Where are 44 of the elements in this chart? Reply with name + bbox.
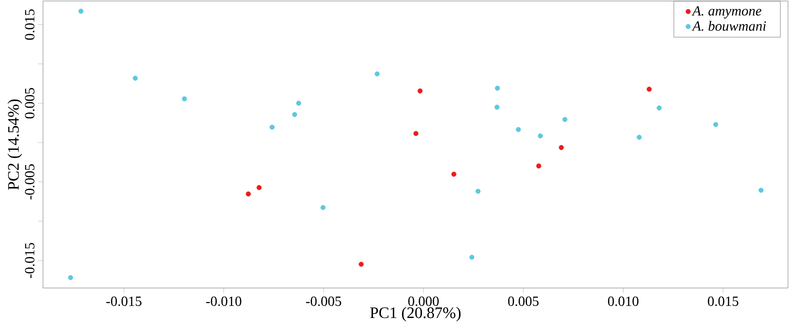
point (296, 100, 302, 106)
y-tick-label: -0.005 (24, 164, 34, 200)
point (758, 188, 764, 193)
point (562, 116, 568, 122)
legend-label: A. bouwmani (692, 20, 766, 31)
point (494, 86, 500, 91)
point (516, 127, 521, 132)
x-tick-label: 0.005 (508, 296, 539, 306)
y-tick-label: -0.015 (24, 242, 34, 278)
point (256, 185, 262, 190)
point (469, 254, 474, 260)
point (270, 124, 275, 130)
point (494, 104, 500, 110)
point (476, 188, 481, 194)
legend-label: A. amymone (692, 6, 762, 18)
point (538, 133, 543, 138)
point (374, 71, 380, 76)
point (646, 86, 652, 92)
x-tick-label: 0.015 (708, 296, 738, 306)
point (413, 130, 418, 136)
point (292, 112, 298, 118)
x-tick-label: -0.005 (306, 296, 342, 306)
point (182, 96, 187, 102)
point (320, 205, 326, 210)
x-tick-label: -0.015 (106, 296, 142, 306)
x-axis-title: PC1 (20.87%) (370, 306, 461, 322)
y-axis-title: PC2 (14.54%) (8, 99, 22, 190)
point (246, 191, 251, 196)
point (558, 145, 564, 150)
point (358, 262, 364, 267)
point (656, 105, 662, 110)
point (713, 122, 718, 128)
point (536, 163, 542, 168)
x-tick-label: 0.010 (608, 296, 638, 306)
point (68, 275, 74, 280)
point (418, 88, 423, 94)
point (451, 172, 456, 177)
point (636, 134, 642, 140)
x-tick-label: 0.000 (408, 296, 439, 306)
point (132, 76, 138, 81)
point (78, 8, 84, 14)
y-tick-label: 0.005 (24, 88, 34, 118)
x-tick-label: -0.010 (206, 296, 242, 306)
y-tick-label: 0.015 (24, 9, 34, 40)
